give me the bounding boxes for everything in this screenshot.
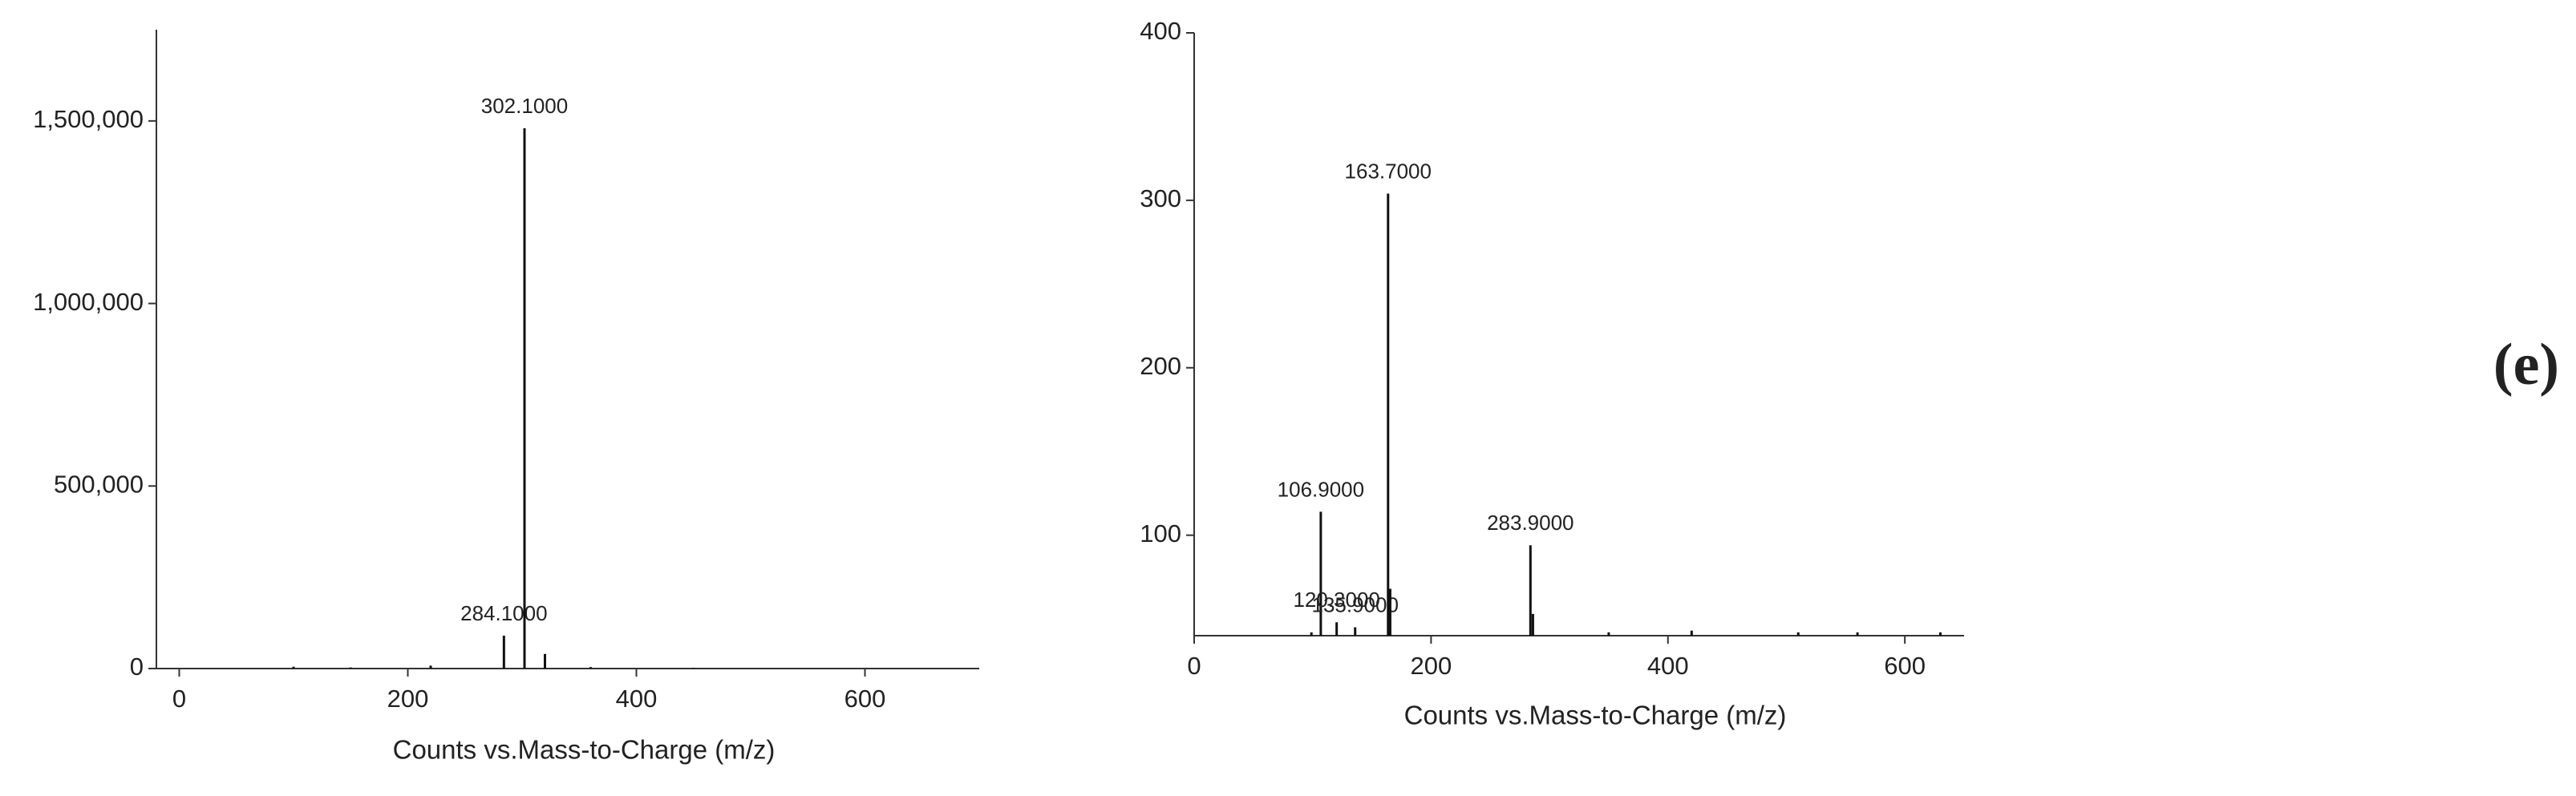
peak-label: 135.9000 [1311,592,1398,616]
x-tick-label: 200 [387,685,429,713]
peak-label: 302.1000 [481,94,568,118]
peak-label: 163.7000 [1345,159,1432,183]
x-tick-label: 0 [172,685,186,713]
x-tick-label: 600 [1884,652,1926,680]
peak-label: 283.9000 [1487,511,1574,535]
y-tick-label: 100 [1140,519,1181,548]
x-tick-label: 400 [616,685,658,713]
peak-label: 106.9000 [1278,477,1364,501]
y-tick-label: 500,000 [54,470,144,498]
panel-label: (e) [2493,332,2559,398]
y-tick-label: 300 [1140,184,1181,212]
x-tick-label: 0 [1187,652,1201,680]
x-axis-label: Counts vs.Mass-to-Charge (m/z) [393,735,776,765]
y-tick-label: 400 [1140,17,1181,45]
y-tick-label: 1,500,000 [33,105,144,133]
y-tick-label: 200 [1140,352,1181,380]
x-tick-label: 600 [844,685,886,713]
y-tick-label: 1,000,000 [33,288,144,316]
x-axis-label: Counts vs.Mass-to-Charge (m/z) [1404,701,1787,730]
y-tick-label: 0 [130,653,144,681]
x-tick-label: 200 [1411,652,1452,680]
peak-label: 284.1000 [460,601,547,625]
x-tick-label: 400 [1647,652,1689,680]
peak-label: 120.3000 [1293,588,1379,612]
